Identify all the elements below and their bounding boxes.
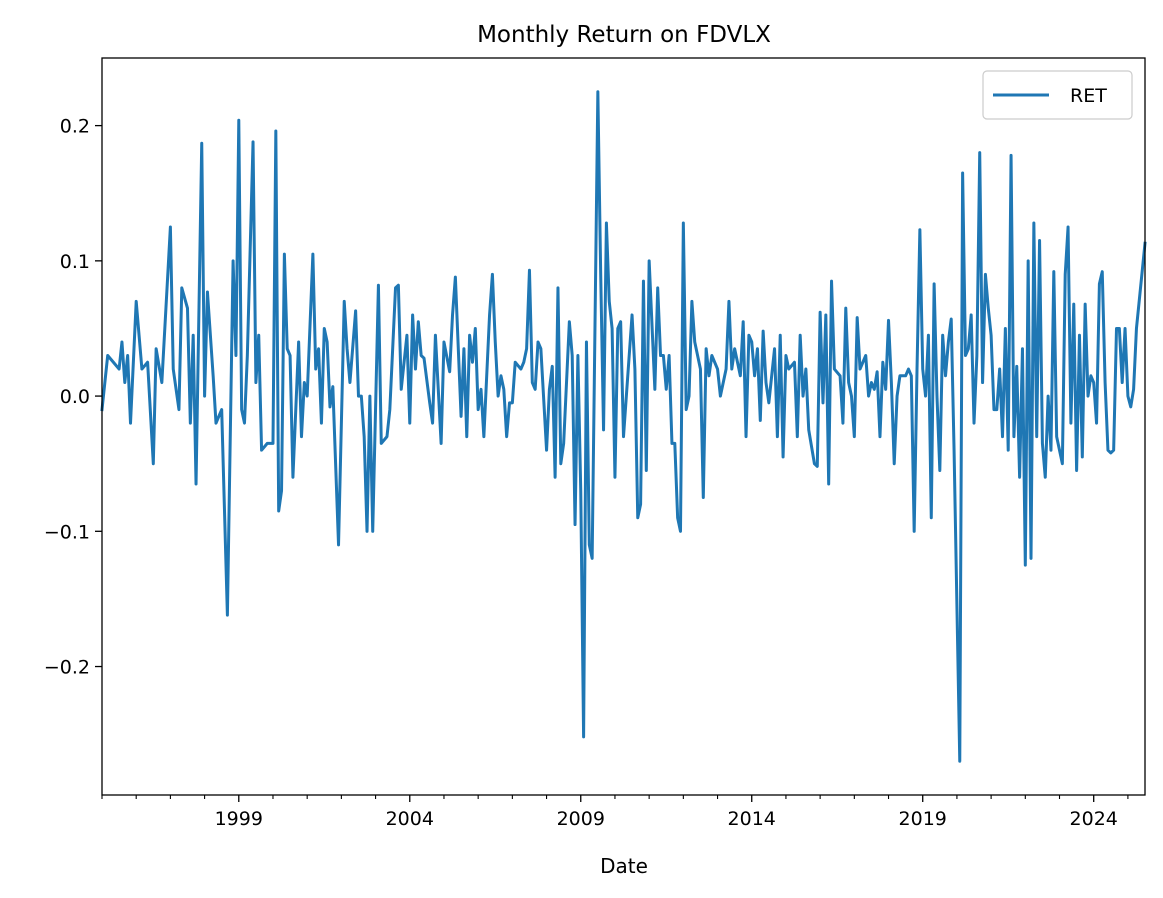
x-axis: 1999 2004 2009 2014 2019 2024 (101, 795, 1129, 830)
y-tick-label: 0.0 (60, 386, 90, 408)
plot-frame (101, 57, 1146, 796)
series-group (100, 90, 1147, 763)
x-tick-label: 2024 (1070, 808, 1118, 830)
x-tick-label: 2014 (728, 808, 776, 830)
x-axis-title: Date (600, 854, 648, 878)
legend: RET (982, 70, 1133, 120)
series-line-ret (100, 90, 1147, 763)
legend-box (982, 70, 1133, 120)
chart-title: Monthly Return on FDVLX (477, 22, 771, 48)
y-tick-label: 0.1 (60, 251, 90, 273)
y-tick-label: −0.1 (44, 521, 90, 543)
x-tick-label: 2019 (899, 808, 947, 830)
y-axis: 0.2 0.1 0.0 −0.1 −0.2 (44, 116, 102, 679)
y-tick-label: −0.2 (44, 657, 90, 679)
x-tick-label: 2004 (386, 808, 434, 830)
y-tick-label: 0.2 (60, 116, 90, 138)
x-tick-label: 2009 (557, 808, 605, 830)
legend-label-ret: RET (1070, 85, 1107, 107)
x-tick-label: 1999 (215, 808, 263, 830)
plot-area (100, 57, 1147, 796)
